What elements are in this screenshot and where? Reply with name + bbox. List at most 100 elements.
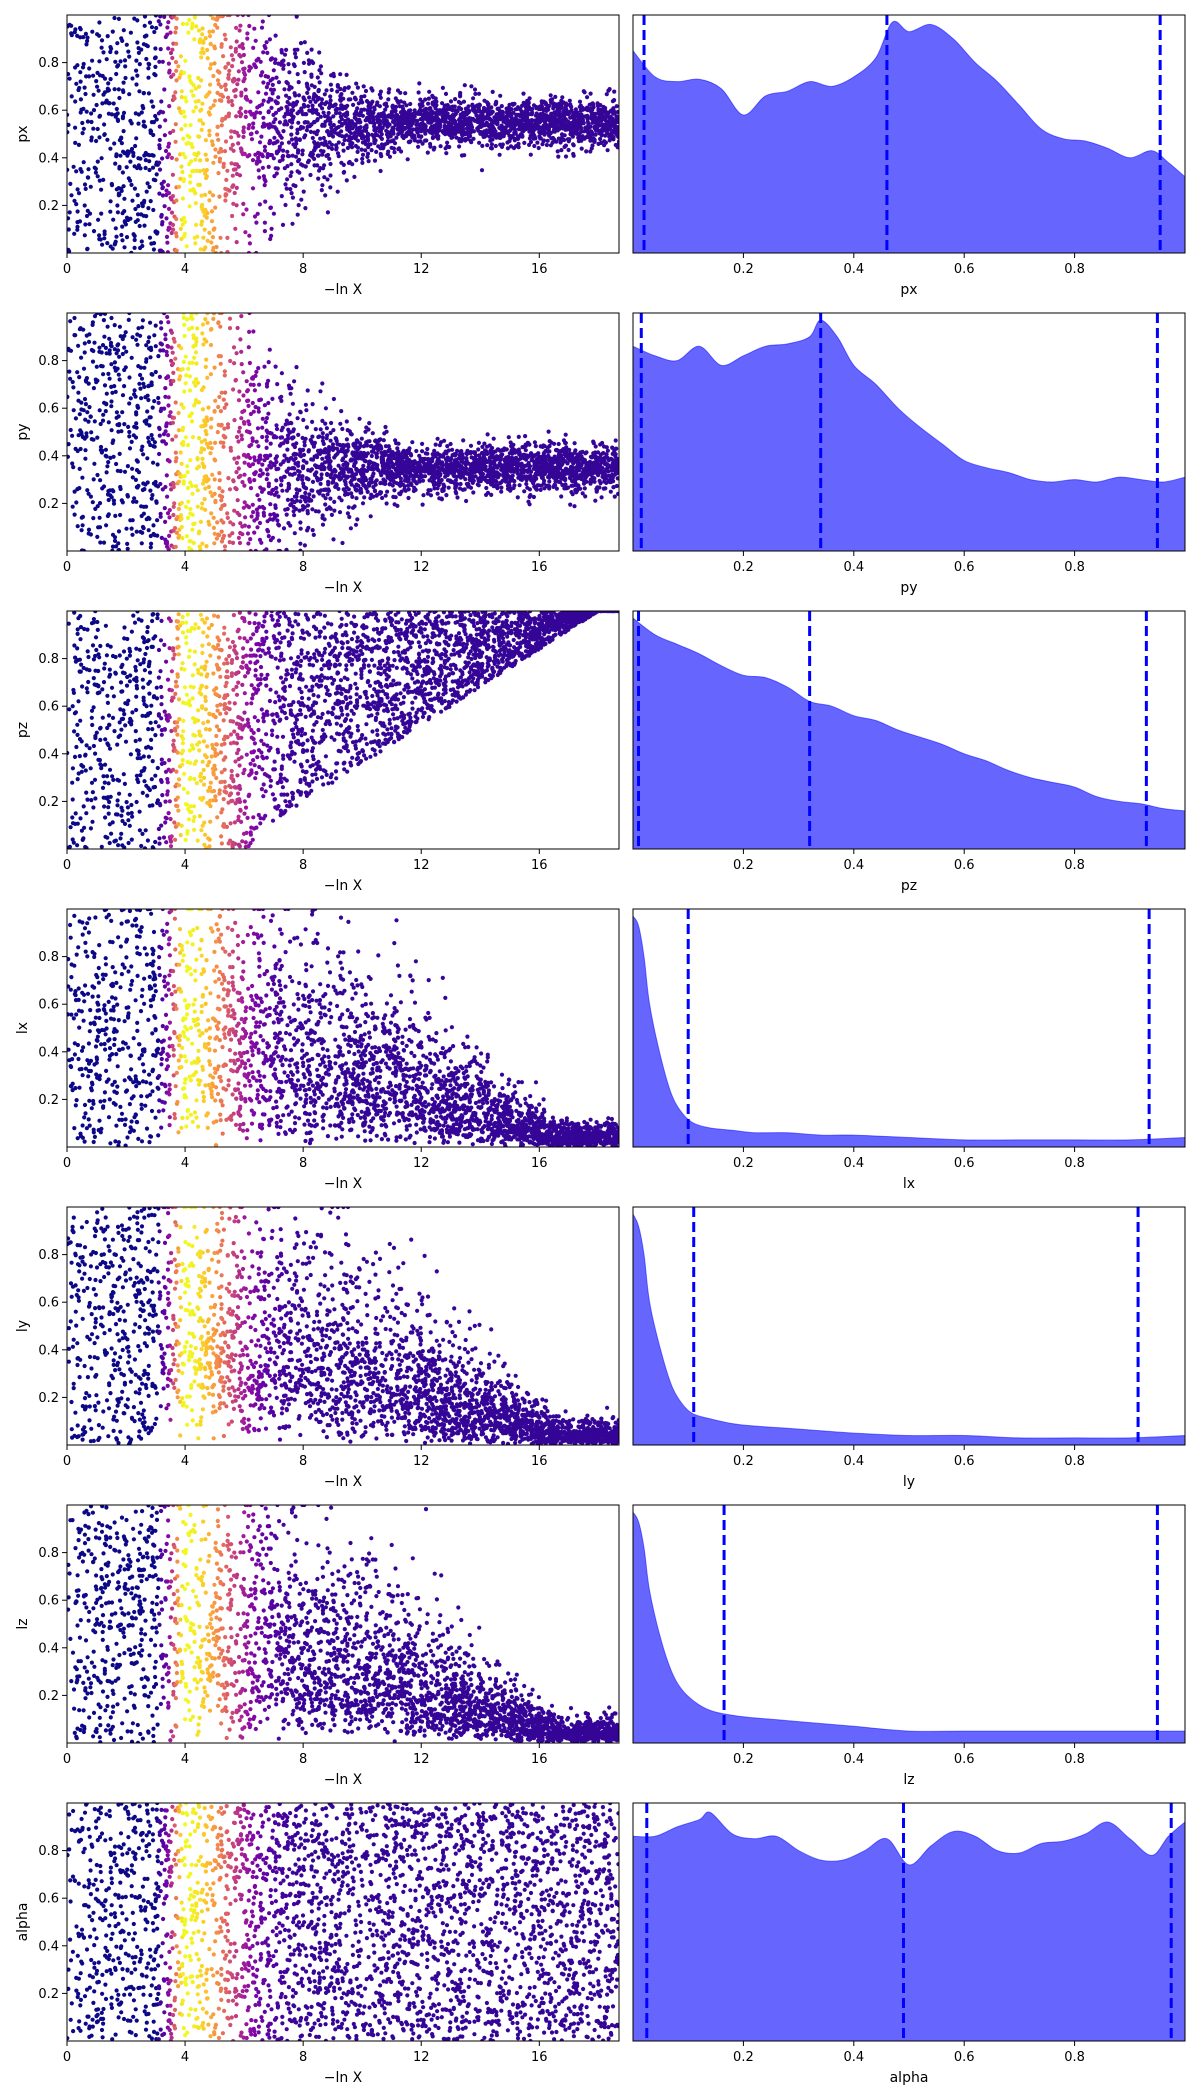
sample-point [156,354,161,359]
sample-point [141,119,146,124]
sample-point [241,212,246,217]
sample-point [201,235,206,240]
sample-point [305,90,310,95]
sample-point [269,226,274,231]
sample-point [75,487,80,492]
sample-point [277,120,282,125]
sample-point [136,326,141,331]
sample-point [241,128,246,133]
sample-point [482,98,487,103]
sample-point [104,470,109,475]
sample-point [77,466,82,471]
sample-point [459,153,465,158]
sample-point [99,45,104,50]
sample-point [267,37,272,42]
sample-point [216,150,222,155]
sample-point [495,465,500,470]
sample-point [276,80,282,85]
sample-point [615,476,619,481]
x-axis-label: −ln X [324,282,363,298]
sample-point [135,73,140,78]
sample-point [279,141,284,146]
sample-point [160,156,165,161]
sample-point [110,390,115,395]
sample-point [386,97,391,102]
sample-point [384,128,389,133]
sample-point [137,223,142,229]
sample-point [331,122,336,128]
sample-point [526,499,531,504]
sample-point [527,142,532,147]
sample-point [271,87,277,92]
sample-point [601,104,606,110]
sample-point [255,211,260,216]
sample-point [128,159,133,164]
sample-point [167,68,172,73]
sample-point [230,64,235,69]
sample-point [76,142,81,147]
sample-point [207,190,212,195]
sample-point [200,32,205,37]
sample-point [67,72,71,77]
sample-point [290,195,295,200]
sample-point [258,73,264,78]
sample-point [445,478,451,483]
sample-point [544,454,549,460]
sample-point [223,87,229,92]
sample-point [109,404,114,409]
sample-point [572,117,577,122]
sample-point [588,480,593,485]
sample-point [409,117,414,122]
sample-point [91,516,96,521]
sample-point [305,160,311,165]
sample-point [608,489,613,494]
sample-point [79,432,84,437]
sample-point [593,464,598,469]
sample-point [256,168,261,173]
sample-point [231,57,236,62]
sample-point [342,88,347,93]
sample-point [420,449,425,454]
sample-point [146,66,151,71]
sample-point [568,502,573,507]
sample-point [544,108,549,113]
sample-point [166,20,171,25]
sample-point [113,59,118,64]
sample-point [440,85,445,90]
sample-point [590,143,595,148]
sample-point [268,87,274,92]
sample-point [140,487,145,493]
sample-point [607,134,612,139]
sample-point [146,384,151,389]
sample-point [286,140,292,145]
sample-point [134,529,139,534]
sample-point [216,82,221,87]
sample-point [228,45,233,50]
sample-point [536,145,541,151]
sample-point [512,130,517,135]
sample-point [316,176,321,181]
sample-point [243,87,248,92]
sample-point [152,399,157,404]
sample-point [109,181,114,187]
sample-point [374,102,379,107]
sample-point [317,50,322,55]
sample-point [204,157,210,162]
sample-point [506,435,511,440]
sample-point [130,518,135,523]
sample-point [464,498,469,504]
sample-point [86,491,91,496]
sample-point [570,113,575,118]
sample-point [141,511,146,516]
sample-point [141,452,146,457]
sample-point [68,181,73,186]
sample-point [505,146,510,151]
sample-point [201,40,206,45]
sample-point [542,450,547,455]
sample-point [210,235,215,240]
sample-point [430,93,435,98]
sample-point [116,16,121,21]
sample-point [440,101,445,106]
sample-point [372,124,377,129]
sample-point [226,72,231,77]
